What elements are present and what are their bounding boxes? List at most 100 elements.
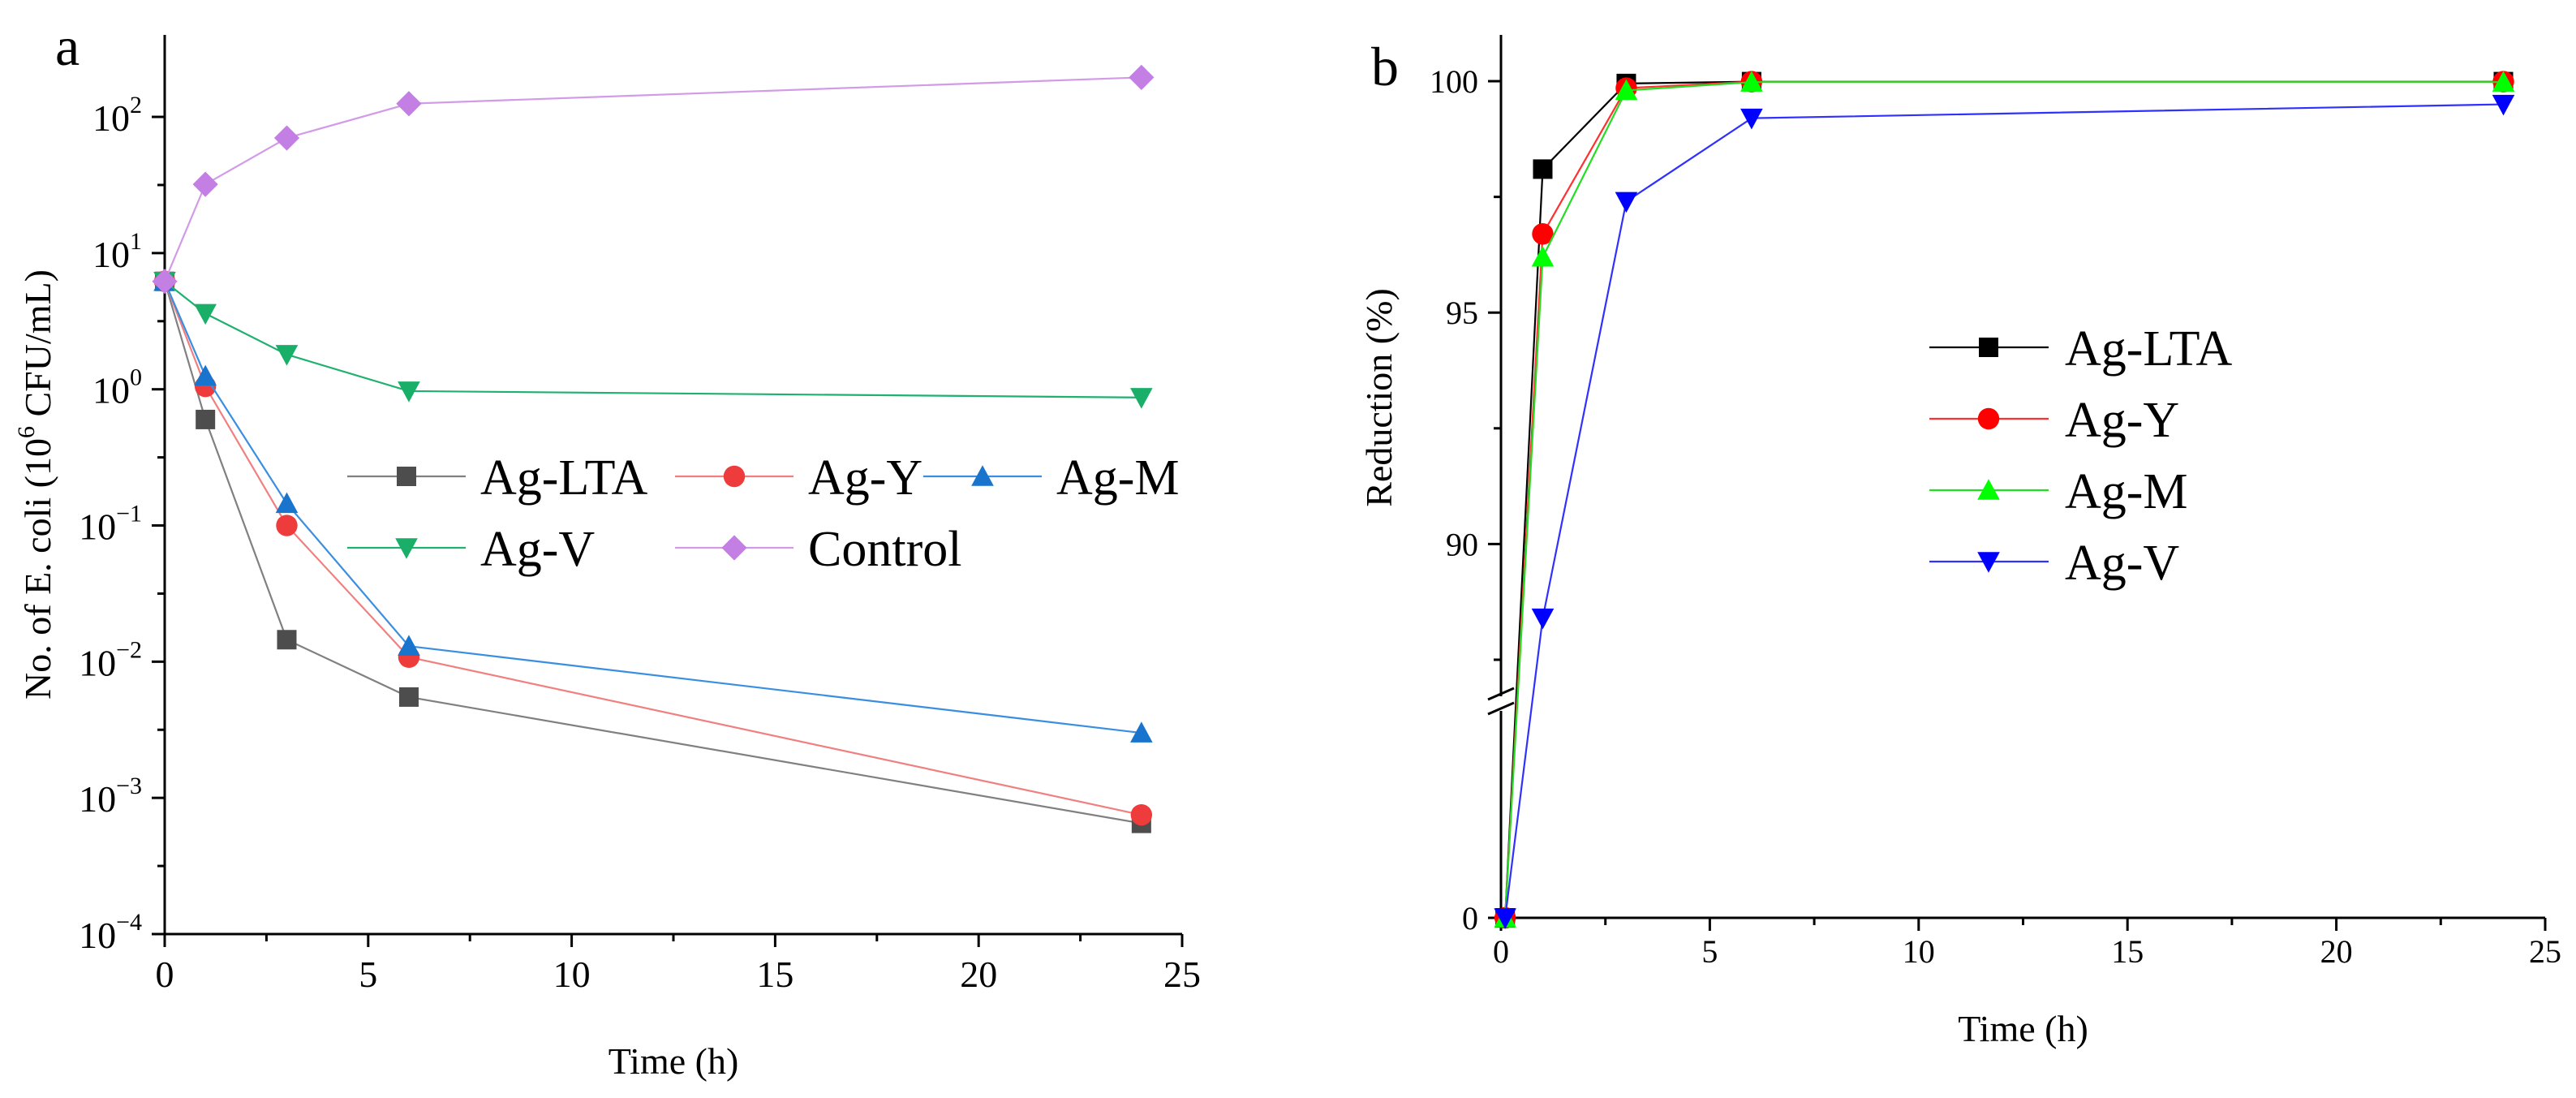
panel-a-data-point [1129, 64, 1155, 90]
panel-a-legend-marker [395, 538, 418, 559]
panel-b-series-line [1504, 81, 2504, 919]
panel-a-y-tick-exp: 2 [130, 92, 142, 118]
panel-b-legend-marker [1977, 479, 2000, 500]
panel-a-y-tick-exp: −2 [116, 636, 142, 663]
panel-a-legend: Ag-LTA Ag-Y Ag-M Ag-V Control [347, 450, 1180, 577]
panel-a-data-point [398, 381, 420, 403]
panel-b-x-axis-title: Time (h) [1958, 1008, 2088, 1049]
panel-a-y-tick-label: 10−1 [79, 501, 142, 548]
panel-b-data-point [1531, 608, 1555, 630]
panel-a-series-control [152, 64, 1155, 295]
panel-b-y-tick-label: 90 [1446, 526, 1478, 562]
panel-a-series-line [164, 280, 1142, 398]
panel-a-y-title-suffix: CFU/mL) [17, 269, 58, 426]
panel-b-legend-item: Ag-M [1929, 464, 2188, 519]
panel-b-data-point [1740, 71, 1763, 92]
panel-b-data-point [1532, 223, 1554, 245]
panel-a-y-tick-label: 10−3 [79, 773, 142, 820]
panel-a-y-axis-title: No. of E. coli (106 CFU/mL) [13, 269, 58, 700]
panel-b-series-line [1504, 80, 2504, 919]
panel-a-series-ag-v [153, 271, 1153, 409]
panel-a-x-tick-label: 25 [1163, 954, 1201, 995]
panel-b-legend-item: Ag-V [1929, 536, 2179, 591]
panel-b-x-tick-label: 0 [1493, 933, 1509, 970]
panel-a-data-point [1130, 721, 1153, 743]
panel-a-y-tick-base: 10 [79, 642, 116, 683]
panel-b-series-ag-y [1494, 71, 2514, 929]
panel-a-data-point [192, 171, 218, 197]
panel-a-y-tick-base: 10 [79, 778, 116, 820]
panel-a-legend-label: Ag-Y [808, 450, 922, 506]
panel-a-legend-label: Ag-V [480, 522, 595, 577]
panel-a-legend-item: Ag-M [923, 450, 1180, 506]
panel-b-data-point [2492, 71, 2515, 92]
panel-a-y-tick-label: 10−4 [79, 909, 142, 956]
panel-a-legend-label: Ag-LTA [480, 450, 648, 506]
panel-a-data-point [194, 364, 217, 386]
panel-b-x-tick-label: 10 [1903, 933, 1935, 970]
panel-a-x-tick-label: 20 [960, 954, 997, 995]
panel-a-series-ag-lta [155, 271, 1151, 833]
panel-b-x-tick-label: 20 [2320, 933, 2353, 970]
panel-a-x-tick-label: 10 [553, 954, 591, 995]
panel-a-series-line [163, 76, 1142, 282]
panel-a-data-point [275, 345, 299, 366]
panel-a-y-title-prefix: No. of E. coli (10 [17, 438, 58, 700]
panel-a-y-tick-base: 10 [79, 915, 116, 956]
panel-a-x-tick-label: 5 [359, 954, 377, 995]
panel-a-x-axis-title: Time (h) [609, 1040, 739, 1082]
panel-a-y-tick-exp: −4 [116, 909, 142, 936]
panel-b-data-point [1615, 192, 1638, 213]
panel-a-x-tick-label: 0 [156, 954, 174, 995]
panel-b-legend-marker [1977, 552, 2000, 573]
panel-a-y-tick-exp: 1 [130, 228, 142, 255]
panel-b-y-tick-label: 0 [1462, 900, 1478, 937]
panel-a-legend-item: Ag-V [347, 522, 595, 577]
panel-a-legend-item: Ag-Y [675, 450, 922, 506]
panel-b-legend-marker [1977, 407, 2000, 430]
panel-b-data-point [2492, 94, 2515, 116]
panel-a-legend-marker [723, 465, 746, 488]
panel-a-y-tick-label: 101 [92, 228, 142, 275]
panel-b-series-ag-v [1494, 94, 2515, 929]
panel-b-data-point [1615, 79, 1638, 101]
panel-b-legend-label: Ag-Y [2065, 393, 2179, 448]
panel-a-y-title-sup: 6 [13, 426, 40, 438]
panel-a-data-point [398, 635, 420, 656]
panel-a-label: a [55, 15, 80, 77]
panel-b-legend-item: Ag-LTA [1929, 321, 2233, 377]
panel-a-legend-item: Ag-LTA [347, 450, 648, 506]
panel-a-y-tick-base: 10 [92, 97, 130, 139]
panel-a-series-ag-y [153, 270, 1153, 826]
panel-a-data-point [398, 687, 419, 707]
panel-a-data-point [277, 630, 297, 650]
panel-a-y-tick-exp: −3 [116, 773, 142, 799]
panel-a-legend-label: Ag-M [1056, 450, 1180, 506]
panel-a-x-tick-label: 15 [756, 954, 793, 995]
panel-a-y-tick-label: 10−2 [79, 636, 142, 683]
panel-a-data-point [1130, 803, 1153, 826]
panel-a-y-tick-base: 10 [79, 506, 116, 548]
panel-b-x-tick-label: 25 [2529, 933, 2561, 970]
panel-b-series-ag-lta [1495, 71, 2514, 928]
panel-a-y-tick-label: 102 [92, 92, 142, 139]
panel-a-data-point [1130, 388, 1153, 409]
panel-b-series-line [1504, 103, 2504, 919]
panel-a-data-point [152, 269, 178, 295]
panel-a-series-ag-m [153, 269, 1153, 743]
panel-b-series-ag-m [1494, 71, 2515, 928]
panel-a-data-point [276, 515, 298, 536]
panel-a-y-tick-exp: 0 [130, 364, 142, 391]
panel-b-legend-label: Ag-M [2065, 464, 2188, 519]
panel-b-legend: Ag-LTA Ag-Y Ag-M Ag-V [1929, 321, 2233, 591]
panel-b-series-line [1504, 80, 2504, 919]
panel-b-y-axis-title: Reduction (%) [1358, 288, 1400, 507]
panel-b-legend-item: Ag-Y [1929, 393, 2179, 448]
panel-b-legend-label: Ag-LTA [2065, 321, 2233, 377]
panel-a-y-tick-base: 10 [92, 234, 130, 275]
panel-b-x-tick-label: 5 [1701, 933, 1718, 970]
panel-a-data-point [275, 492, 299, 514]
